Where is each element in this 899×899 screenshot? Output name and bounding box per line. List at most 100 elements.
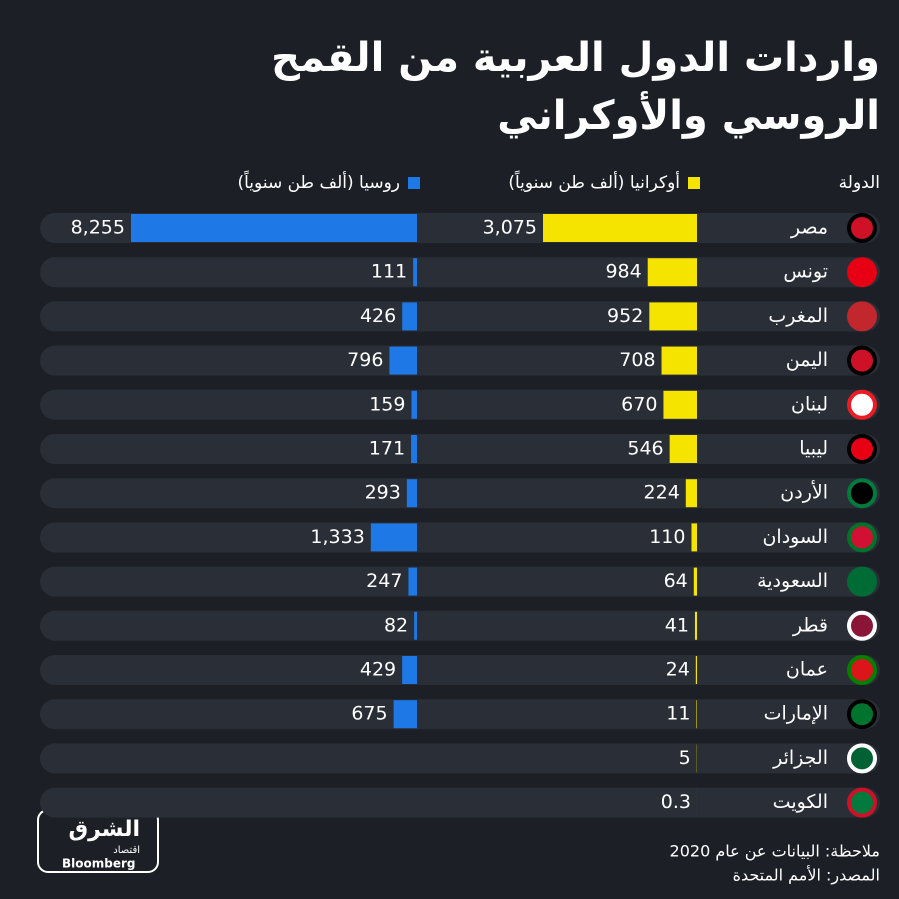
- logo-brand: Bloomberg: [62, 857, 136, 871]
- bar: [411, 435, 417, 463]
- category-label: الجزائر: [772, 747, 828, 769]
- bar: [131, 214, 417, 242]
- note: ملاحظة: البيانات عن عام 2020: [670, 842, 880, 862]
- row-background: [40, 610, 880, 641]
- legend-swatch: [408, 177, 420, 189]
- row-background: [40, 301, 880, 332]
- value-label: 429: [360, 659, 396, 681]
- value-label: 110: [649, 526, 685, 548]
- bar: [647, 258, 697, 287]
- category-label: قطر: [792, 614, 828, 636]
- flag: [847, 434, 877, 464]
- category-label: الإمارات: [764, 703, 828, 725]
- bar: [649, 302, 697, 331]
- bar: [408, 567, 417, 596]
- bar: [669, 435, 697, 463]
- value-label: 24: [666, 659, 690, 681]
- bar: [693, 567, 697, 596]
- bar: [685, 479, 697, 508]
- category-label: مصر: [790, 217, 828, 239]
- category-label: تونس: [783, 261, 828, 283]
- value-label: 670: [621, 393, 657, 415]
- row-background: [40, 389, 880, 420]
- flag: [847, 389, 877, 420]
- value-label: 5: [679, 747, 691, 769]
- flag: [847, 787, 877, 818]
- bar: [414, 611, 417, 640]
- category-label: لبنان: [791, 393, 828, 415]
- value-label: 82: [384, 614, 408, 636]
- row-background: [40, 743, 880, 774]
- bar: [413, 258, 417, 287]
- flag: [847, 213, 877, 243]
- source: المصدر: الأمم المتحدة: [733, 865, 880, 886]
- legend-swatch: [688, 177, 700, 189]
- row-background: [40, 699, 880, 730]
- flag: [847, 522, 877, 553]
- value-label: 675: [351, 703, 387, 725]
- category-label: اليمن: [786, 349, 828, 371]
- value-label: 159: [369, 393, 405, 415]
- category-header: الدولة: [839, 173, 880, 193]
- value-label: 247: [366, 570, 402, 592]
- bar: [411, 390, 417, 419]
- chart-title: واردات الدول العربية من القمح: [271, 35, 880, 81]
- value-label: 11: [666, 703, 690, 725]
- legend-label: أوكرانيا (ألف طن سنوياً): [508, 169, 680, 193]
- value-label: 171: [369, 438, 405, 460]
- bar: [389, 346, 417, 375]
- value-label: 0.3: [661, 791, 691, 813]
- value-label: 111: [371, 261, 407, 283]
- category-label: الكويت: [773, 791, 828, 813]
- row-background: [40, 655, 880, 685]
- value-label: 796: [347, 349, 383, 371]
- chart-subtitle: الروسي والأوكراني: [497, 90, 880, 139]
- flag: [847, 610, 877, 641]
- value-label: 41: [665, 614, 689, 636]
- bar: [696, 700, 697, 729]
- value-label: 426: [360, 305, 396, 327]
- bar: [661, 346, 697, 375]
- bar: [663, 390, 697, 419]
- flag: [847, 301, 877, 332]
- row-background: [40, 787, 880, 818]
- category-label: المغرب: [768, 305, 828, 327]
- logo: الشرق اقتصاد Bloomberg: [37, 809, 159, 873]
- bar: [543, 214, 697, 242]
- category-label: الأردن: [780, 481, 828, 504]
- value-label: 984: [605, 261, 641, 283]
- value-label: 708: [619, 349, 655, 371]
- value-label: 3,075: [483, 217, 537, 239]
- flag: [847, 345, 877, 376]
- bar: [691, 523, 697, 552]
- bar: [694, 611, 697, 640]
- logo-sub: اقتصاد: [113, 845, 140, 856]
- value-label: 293: [365, 482, 401, 504]
- value-label: 1,333: [310, 526, 364, 548]
- bar: [370, 523, 417, 552]
- flag: [847, 257, 877, 288]
- category-label: ليبيا: [799, 438, 828, 460]
- bar: [406, 479, 417, 508]
- row-background: [40, 522, 880, 553]
- bar: [393, 700, 417, 729]
- row-background: [40, 566, 880, 597]
- row-background: [40, 257, 880, 288]
- category-label: عمان: [786, 659, 828, 681]
- flag: [847, 566, 877, 597]
- flag: [847, 699, 877, 730]
- row-background: [40, 478, 880, 509]
- category-label: السعودية: [757, 570, 828, 592]
- value-label: 64: [664, 570, 688, 592]
- bar: [402, 656, 417, 684]
- flag: [847, 743, 877, 774]
- category-label: السودان: [762, 526, 828, 548]
- legend-label: روسيا (ألف طن سنوياً): [238, 169, 401, 193]
- bar: [402, 302, 417, 331]
- logo-name: الشرق: [68, 817, 140, 842]
- flag: [847, 478, 877, 509]
- row-background: [40, 434, 880, 464]
- row-background: [40, 345, 880, 376]
- value-label: 8,255: [71, 217, 125, 239]
